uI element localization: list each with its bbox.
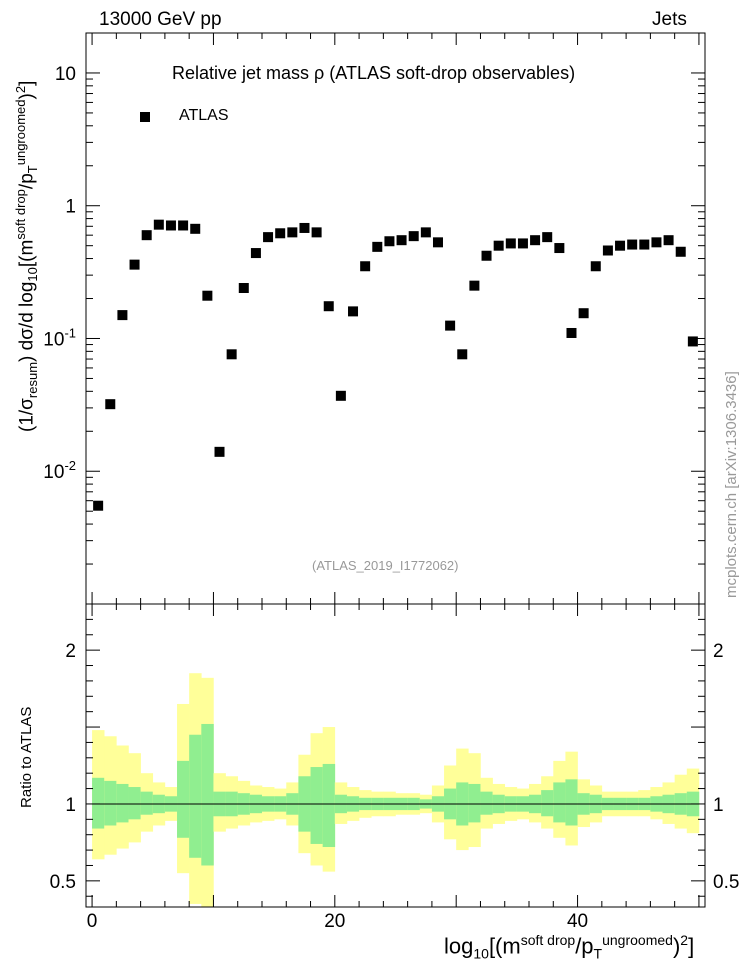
data-point: [639, 239, 650, 250]
x-tick-label: 0: [87, 911, 98, 932]
x-tick-label: 20: [324, 911, 345, 932]
credit-label: mcplots.cern.ch [arXiv:1306.3436]: [723, 371, 740, 598]
ratio-y-tick-label: 0.5: [50, 872, 76, 893]
data-point: [432, 237, 443, 248]
category-label: Jets: [652, 9, 687, 30]
data-point: [663, 235, 674, 246]
data-point: [542, 232, 553, 243]
data-point: [360, 261, 371, 272]
main-y-tick-label: 10-1: [43, 325, 76, 350]
data-point: [263, 232, 274, 243]
x-tick-label: 40: [567, 911, 588, 932]
data-point: [481, 250, 492, 261]
data-point: [372, 241, 383, 252]
data-point: [178, 220, 189, 231]
data-point: [408, 231, 419, 242]
data-point: [190, 223, 201, 234]
ratio-y-tick-label: 1: [713, 795, 724, 816]
ratio-inner-band-bin: [104, 780, 117, 826]
data-point: [578, 308, 589, 319]
analysis-tag: (ATLAS_2019_I1772062): [312, 558, 459, 573]
data-point: [615, 240, 626, 251]
data-point: [675, 246, 686, 257]
ratio-y-axis-label: Ratio to ATLAS: [18, 706, 35, 808]
data-point: [335, 390, 346, 401]
ratio-inner-band-bin: [189, 734, 202, 858]
ratio-y-tick-label: 0.5: [713, 872, 739, 893]
legend-marker: [140, 112, 150, 122]
ratio-inner-band-bin: [480, 791, 493, 815]
axis-ticks: [86, 32, 705, 907]
data-point: [299, 222, 310, 233]
data-point: [420, 227, 431, 238]
data-point: [323, 301, 334, 312]
data-points-atlas: [93, 219, 698, 511]
ratio-bands: [92, 673, 700, 907]
data-point: [93, 500, 104, 511]
main-y-tick-label: 10-2: [43, 458, 76, 483]
data-point: [651, 237, 662, 248]
data-point: [226, 349, 237, 360]
data-point: [517, 238, 528, 249]
data-point: [505, 238, 516, 249]
ratio-inner-band-bin: [92, 777, 105, 829]
data-point: [590, 261, 601, 272]
data-point: [250, 248, 261, 259]
data-point: [153, 219, 164, 230]
ratio-y-tick-label: 1: [65, 795, 76, 816]
main-y-axis-label: (1/σresum) dσ/d log10[(msoft drop/pTungr…: [13, 80, 41, 432]
ratio-y-tick-label: 2: [65, 641, 76, 662]
data-point: [129, 259, 140, 270]
plot-title: Relative jet mass ρ (ATLAS soft-drop obs…: [172, 63, 576, 83]
ratio-inner-band-bin: [565, 779, 578, 826]
data-point: [530, 235, 541, 246]
data-point: [687, 336, 698, 347]
data-point: [287, 227, 298, 238]
data-point: [469, 280, 480, 291]
energy-label: 13000 GeV pp: [99, 9, 222, 30]
ratio-inner-band-bin: [116, 783, 129, 823]
legend-label: ATLAS: [179, 107, 229, 124]
data-point: [602, 245, 613, 256]
data-point: [105, 399, 116, 410]
data-point: [311, 227, 322, 238]
data-point: [396, 235, 407, 246]
data-point: [165, 220, 176, 231]
data-point: [275, 228, 286, 239]
main-y-tick-label: 10: [55, 64, 76, 85]
data-point: [348, 306, 359, 317]
data-point: [627, 239, 638, 250]
ratio-inner-band-bin: [553, 782, 566, 823]
ratio-inner-band-bin: [310, 767, 323, 844]
data-point: [384, 236, 395, 247]
ratio-inner-band-bin: [128, 787, 141, 820]
ratio-inner-band-bin: [468, 783, 481, 823]
data-point: [117, 310, 128, 321]
axes-frames: [85, 32, 706, 908]
data-point: [141, 230, 152, 241]
ratio-inner-band-bin: [322, 763, 336, 848]
data-point: [238, 283, 249, 294]
ratio-inner-band-bin: [177, 760, 190, 838]
data-point: [457, 349, 468, 360]
x-axis-label: log10[(msoft drop/pTungroomed)2]: [444, 932, 695, 962]
data-point: [214, 446, 225, 457]
ratio-y-tick-label: 2: [713, 641, 724, 662]
ratio-inner-band-bin: [201, 723, 214, 866]
ratio-panel-frame: [85, 603, 706, 908]
data-point: [554, 243, 565, 254]
data-point: [445, 320, 456, 331]
data-point: [493, 240, 504, 251]
data-point: [202, 290, 213, 301]
main-y-tick-label: 1: [65, 197, 76, 218]
data-point: [566, 327, 577, 338]
ratio-inner-band-bin: [541, 790, 554, 817]
ratio-inner-band-bin: [140, 791, 154, 815]
